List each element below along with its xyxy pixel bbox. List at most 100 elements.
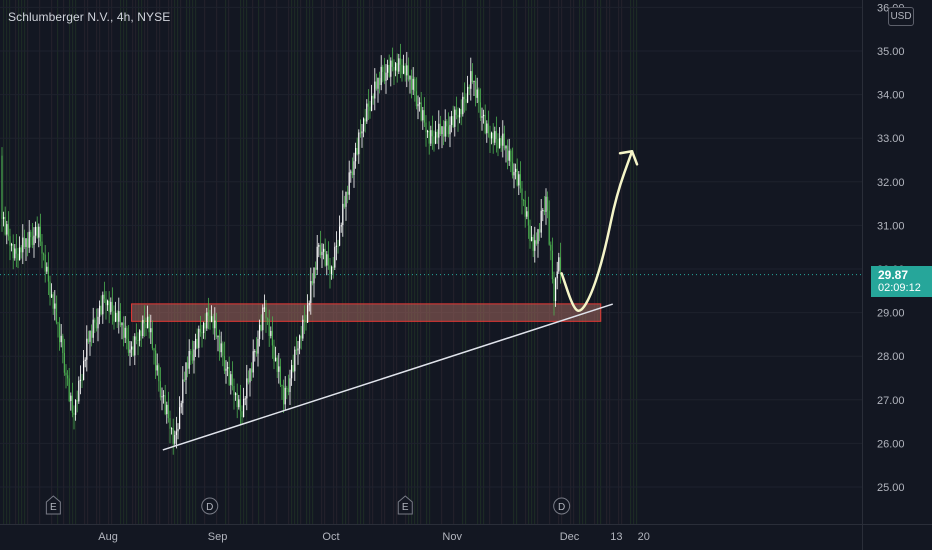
candle-body — [151, 328, 153, 349]
candle-body — [79, 379, 81, 381]
candle-body — [372, 95, 374, 99]
candle-body — [171, 428, 173, 430]
candle-body — [287, 388, 289, 393]
candle-body — [300, 335, 302, 339]
candle-body — [292, 365, 294, 372]
candle-body — [475, 81, 477, 98]
time-tick-label: Sep — [208, 531, 228, 543]
candle-body — [337, 245, 339, 247]
candle-body — [355, 147, 357, 162]
candle-body — [377, 78, 379, 89]
candle-body — [428, 130, 430, 144]
candle-body — [407, 65, 409, 80]
candle-body — [60, 335, 62, 343]
candle-body — [459, 108, 461, 118]
candle-body — [4, 216, 6, 235]
candle-body — [516, 168, 518, 186]
candle-body — [494, 131, 496, 143]
candle-body — [135, 336, 137, 340]
time-tick-label: Nov — [442, 531, 462, 543]
candle-body — [484, 114, 486, 134]
candle-body — [323, 248, 325, 252]
candle-body — [543, 210, 545, 212]
candle-body — [235, 393, 237, 396]
candle-body — [462, 96, 464, 115]
price-tick-label: 29.00 — [877, 308, 905, 320]
candle-body — [425, 122, 427, 133]
candle-body — [265, 307, 267, 319]
candle-body — [36, 226, 38, 238]
candle-body — [486, 123, 488, 134]
candle-body — [308, 302, 310, 306]
candle-body — [148, 316, 150, 333]
candle-body — [11, 243, 13, 246]
candle-body — [223, 355, 225, 371]
candle-body — [105, 298, 107, 306]
candle-body — [198, 328, 200, 348]
candle-body — [113, 311, 115, 322]
candle-body — [326, 254, 328, 266]
candle-body — [319, 244, 321, 256]
candle-body — [94, 319, 96, 323]
candle-body — [183, 379, 185, 381]
candle-body — [529, 225, 531, 241]
price-tick-label: 32.00 — [877, 177, 905, 189]
candle-body — [548, 210, 550, 245]
candle-body — [167, 404, 169, 419]
candle-body — [30, 231, 32, 238]
candle-body — [63, 352, 65, 373]
candle-body — [479, 102, 481, 118]
candle-body — [431, 130, 433, 137]
candle-body — [281, 385, 283, 387]
candle-body — [163, 395, 165, 397]
candle-body — [161, 396, 163, 398]
candle-body — [134, 336, 136, 356]
candle-body — [187, 362, 189, 369]
currency-badge[interactable]: USD — [888, 7, 914, 26]
candle-body — [447, 126, 449, 135]
candle-body — [383, 71, 385, 81]
candle-body — [491, 132, 493, 139]
candle-body — [339, 226, 341, 246]
candle-body — [556, 271, 558, 279]
candle-body — [49, 281, 51, 298]
candle-body — [507, 145, 509, 161]
candle-body — [422, 110, 424, 121]
resistance-zone — [131, 303, 602, 322]
candle-body — [145, 323, 147, 329]
candle-body — [153, 348, 155, 351]
candle-body — [228, 366, 230, 385]
candle-body — [212, 316, 214, 329]
candle-body — [524, 200, 526, 217]
candle-body — [315, 267, 317, 270]
candle-body — [236, 393, 238, 408]
symbol-title[interactable]: Schlumberger N.V., 4h, NYSE — [8, 10, 171, 24]
candle-body — [7, 224, 9, 237]
candle-body — [435, 131, 437, 144]
candle-body — [395, 63, 397, 71]
candle-body — [156, 365, 158, 371]
current-price: 29.87 — [878, 268, 909, 282]
candle-body — [230, 374, 232, 385]
candle-body — [463, 96, 465, 100]
candle-body — [68, 378, 70, 402]
candle-body — [526, 211, 528, 217]
candle-body — [166, 404, 168, 415]
earnings-marker-shape — [45, 495, 61, 515]
candle-body — [527, 211, 529, 226]
candle-body — [241, 411, 243, 418]
candle-body — [553, 279, 555, 302]
candle-body — [502, 133, 504, 146]
candle-body — [147, 316, 149, 329]
candle-body — [284, 387, 286, 405]
candle-body — [65, 372, 67, 376]
candle-body — [57, 322, 59, 324]
candle-body — [419, 102, 421, 105]
earnings-marker-shape — [397, 495, 413, 515]
candle-body — [457, 114, 459, 118]
candle-body — [108, 300, 110, 313]
candle-body — [219, 335, 221, 353]
candle-body — [227, 366, 229, 369]
